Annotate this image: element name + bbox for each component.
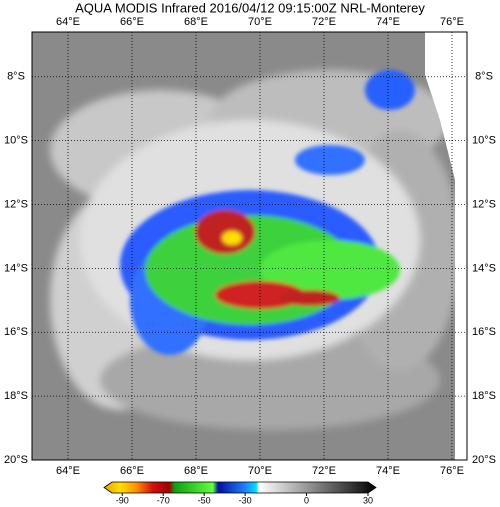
- lat-label-right: 16°S: [472, 326, 496, 338]
- colorbar-tick-label: -50: [198, 495, 211, 505]
- lon-label-bottom: 74°E: [376, 465, 400, 477]
- lon-label-top: 74°E: [376, 16, 400, 28]
- lat-label-left: 8°S: [7, 71, 25, 83]
- colorbar-tick-label: 30: [363, 495, 373, 505]
- colorbar: [103, 481, 377, 494]
- lon-label-bottom: 70°E: [248, 465, 272, 477]
- lon-label-top: 72°E: [312, 16, 336, 28]
- lat-label-right: 14°S: [472, 262, 496, 274]
- lon-label-top: 76°E: [440, 16, 464, 28]
- lat-label-left: 20°S: [4, 454, 28, 466]
- lat-label-left: 14°S: [4, 262, 28, 274]
- lon-label-bottom: 76°E: [440, 465, 464, 477]
- colorbar-tick-label: 0: [304, 495, 309, 505]
- lat-label-left: 16°S: [4, 326, 28, 338]
- title: AQUA MODIS Infrared 2016/04/12 09:15:00Z…: [75, 0, 425, 15]
- lon-label-bottom: 68°E: [184, 465, 208, 477]
- map-frame: [31, 31, 468, 461]
- lat-label-left: 10°S: [4, 135, 28, 147]
- lon-label-top: 64°E: [56, 16, 80, 28]
- lat-label-right: 10°S: [472, 135, 496, 147]
- lon-label-bottom: 66°E: [120, 465, 144, 477]
- lon-label-top: 70°E: [248, 16, 272, 28]
- colorbar-tick-label: -90: [116, 495, 129, 505]
- lat-label-right: 18°S: [472, 390, 496, 402]
- infrared-image: [32, 32, 467, 460]
- colorbar-tick-label: -30: [239, 495, 252, 505]
- lat-label-right: 8°S: [475, 71, 493, 83]
- colorbar-tick-label: -70: [157, 495, 170, 505]
- lon-label-top: 66°E: [120, 16, 144, 28]
- lat-label-right: 20°S: [472, 454, 496, 466]
- lon-label-bottom: 72°E: [312, 465, 336, 477]
- lat-label-left: 18°S: [4, 390, 28, 402]
- lat-label-right: 12°S: [472, 198, 496, 210]
- lon-label-bottom: 64°E: [56, 465, 80, 477]
- lat-label-left: 12°S: [4, 198, 28, 210]
- lon-label-top: 68°E: [184, 16, 208, 28]
